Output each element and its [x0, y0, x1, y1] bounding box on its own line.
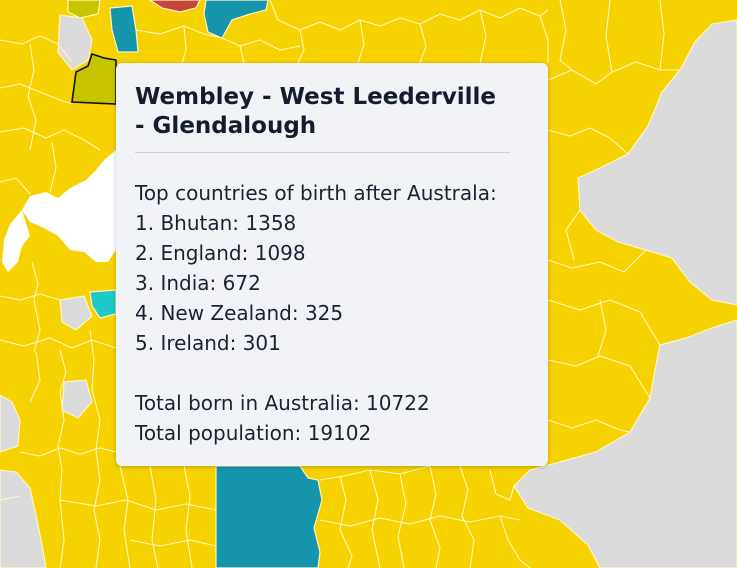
region-tooltip: Wembley - West Leederville - Glendalough… — [116, 63, 548, 466]
region-red[interactable] — [148, 0, 201, 13]
region-grey-northwest — [57, 14, 93, 71]
region-grey-small-2 — [59, 295, 93, 331]
region-grey-small-1 — [61, 379, 93, 419]
river-water — [2, 150, 116, 272]
region-cyan[interactable] — [89, 289, 117, 319]
total-population: Total population: 19102 — [135, 421, 372, 445]
country-item-3: 3. India: 672 — [135, 271, 261, 295]
river-branch — [2, 210, 30, 272]
country-item-1: 1. Bhutan: 1358 — [135, 211, 297, 235]
other-regions — [0, 14, 737, 568]
country-item-4: 4. New Zealand: 325 — [135, 301, 344, 325]
tooltip-title: Wembley - West Leederville - Glendalough — [135, 83, 510, 153]
suburb-boundaries — [0, 0, 680, 568]
region-teal-north-1 — [109, 5, 139, 53]
region-grey-west-strip — [0, 469, 47, 568]
countries-heading: Top countries of birth after Australa: — [135, 181, 497, 205]
teal-regions[interactable] — [109, 0, 323, 568]
region-grey-west-mid — [0, 394, 21, 453]
region-grey-east — [577, 19, 737, 306]
river-main — [22, 150, 116, 262]
region-olive-north[interactable] — [67, 0, 101, 19]
region-teal-south — [215, 465, 323, 568]
country-item-5: 5. Ireland: 301 — [135, 331, 281, 355]
region-grey-southeast — [513, 319, 737, 568]
country-item-2: 2. England: 1098 — [135, 241, 306, 265]
region-teal-north-2 — [203, 0, 269, 39]
spacer — [135, 358, 528, 388]
total-born-australia: Total born in Australia: 10722 — [135, 391, 430, 415]
tooltip-body: Top countries of birth after Australa: 1… — [135, 178, 528, 448]
